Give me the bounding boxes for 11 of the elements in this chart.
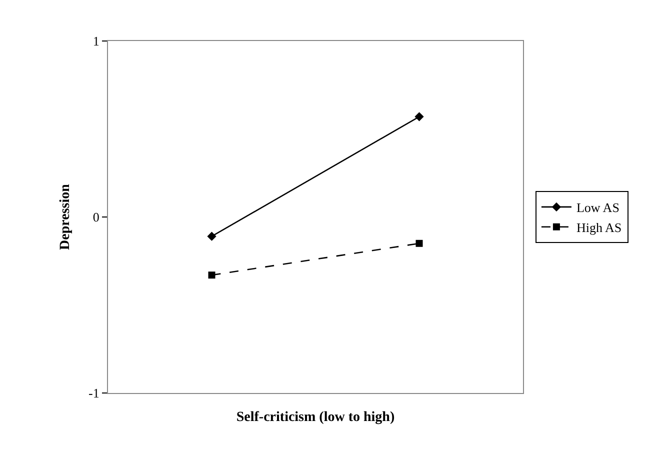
- point: [416, 240, 423, 247]
- point: [208, 272, 216, 279]
- y-tick-label: 0: [92, 210, 100, 225]
- point: [414, 112, 424, 122]
- y-tick-label: 1: [92, 34, 100, 49]
- x-axis-title: Self-criticism (low to high): [236, 410, 395, 425]
- legend-label: High AS: [576, 220, 622, 235]
- point: [207, 232, 216, 241]
- y-axis-title: Depression: [58, 184, 74, 250]
- legend-label: Low AS: [576, 200, 620, 216]
- y-tick-label: -1: [88, 386, 100, 401]
